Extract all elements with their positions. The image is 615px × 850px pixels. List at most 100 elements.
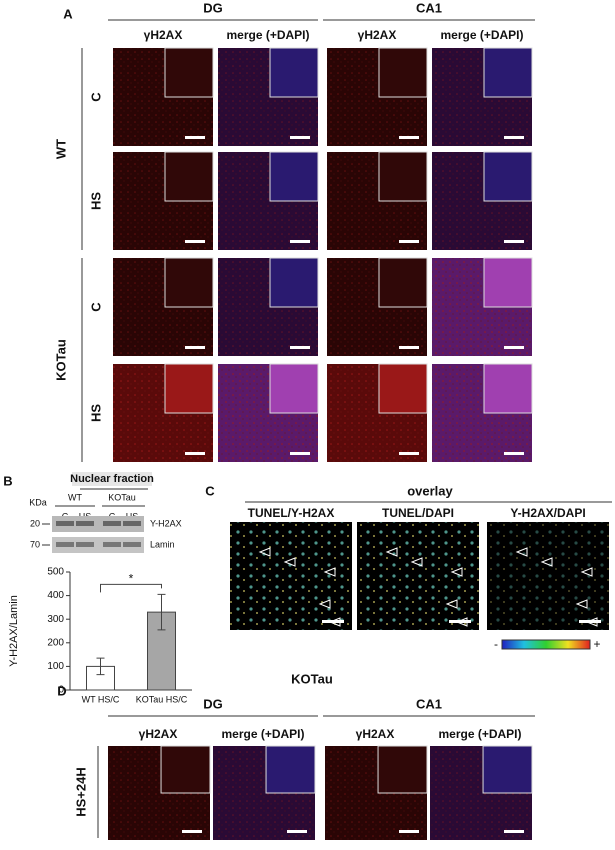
inset (378, 363, 428, 414)
label: 100 (47, 661, 64, 672)
arrowhead (445, 599, 458, 609)
inset (483, 47, 533, 98)
inset (269, 151, 319, 202)
scale-bar (504, 136, 524, 139)
arrowhead (318, 599, 331, 609)
inset (164, 47, 214, 98)
scale-bar (185, 240, 205, 243)
label: A (63, 6, 73, 21)
label: WT HS/C (82, 694, 120, 704)
inset (378, 47, 428, 98)
label: γH2AX (356, 727, 395, 741)
label: B (3, 473, 12, 488)
band (76, 542, 94, 547)
arrowhead (385, 547, 398, 557)
label: Y-H2AX/DAPI (510, 506, 585, 520)
label: γH2AX (144, 28, 183, 42)
label: 300 (47, 614, 64, 625)
scale-bar (504, 830, 524, 833)
scale-bar (185, 136, 205, 139)
inset (378, 151, 428, 202)
band (123, 521, 141, 526)
scale-bar (290, 136, 310, 139)
band (103, 542, 121, 547)
label: KDa (29, 497, 47, 507)
label: KOTau (53, 339, 68, 381)
arrowhead (575, 599, 588, 609)
label: Y-H2AX/Lamin (8, 595, 20, 667)
scale-bar (399, 346, 419, 349)
inset (160, 745, 211, 794)
micrograph-texture (230, 522, 352, 630)
label: * (129, 572, 134, 586)
error-bar (157, 593, 166, 631)
inset (377, 745, 428, 794)
label: HS (88, 404, 103, 422)
scale-bar (290, 346, 310, 349)
scale-bar (504, 452, 524, 455)
label: DG (203, 0, 223, 15)
band (76, 521, 94, 526)
label: DG (203, 696, 223, 711)
label: C (88, 92, 103, 102)
inset (483, 151, 533, 202)
label: overlay (407, 483, 453, 498)
scale-bar (287, 830, 307, 833)
label: Y-H2AX (150, 518, 182, 528)
label: merge (+DAPI) (438, 727, 521, 741)
inset (265, 745, 316, 794)
label: 20 (30, 518, 40, 528)
blot (52, 516, 144, 532)
label: HS+24H (73, 767, 88, 817)
scale-bar (399, 240, 419, 243)
label: γH2AX (358, 28, 397, 42)
label: C (88, 302, 103, 312)
error-bar (96, 657, 105, 676)
arrowhead (540, 557, 553, 567)
inset (269, 363, 319, 414)
label: 500 (47, 567, 64, 578)
label: 70 (30, 539, 40, 549)
label: TUNEL/Y-H2AX (248, 506, 335, 520)
arrowhead (410, 557, 423, 567)
arrowhead (323, 567, 336, 577)
label: HS (88, 192, 103, 210)
blot (52, 537, 144, 553)
arrowhead (258, 547, 271, 557)
scale-bar (504, 346, 524, 349)
label: γH2AX (139, 727, 178, 741)
band (123, 542, 141, 547)
inset (483, 257, 533, 308)
scale-bar (185, 452, 205, 455)
band (56, 521, 74, 526)
label: WT (53, 139, 68, 159)
band (56, 542, 74, 547)
scale-bar (182, 830, 202, 833)
label: TUNEL/DAPI (382, 506, 454, 520)
scale-bar (504, 240, 524, 243)
label: Nuclear fraction (70, 473, 154, 485)
label: merge (+DAPI) (440, 28, 523, 42)
scale-bar (579, 620, 601, 623)
label: WT (68, 492, 82, 502)
micrograph-texture (487, 522, 609, 630)
inset (482, 745, 533, 794)
label: CA1 (416, 0, 442, 15)
inset (483, 363, 533, 414)
label: KOTau HS/C (136, 694, 188, 704)
color-scale (501, 639, 591, 650)
label: 0 (58, 685, 64, 696)
inset (378, 257, 428, 308)
label: 200 (47, 637, 64, 648)
label: + (593, 637, 600, 651)
inset (164, 151, 214, 202)
arrowhead (450, 567, 463, 577)
label: CA1 (416, 696, 442, 711)
label: 400 (47, 590, 64, 601)
inset (164, 363, 214, 414)
scale-bar (399, 452, 419, 455)
inset (269, 257, 319, 308)
label: C (205, 483, 215, 498)
label: merge (+DAPI) (221, 727, 304, 741)
